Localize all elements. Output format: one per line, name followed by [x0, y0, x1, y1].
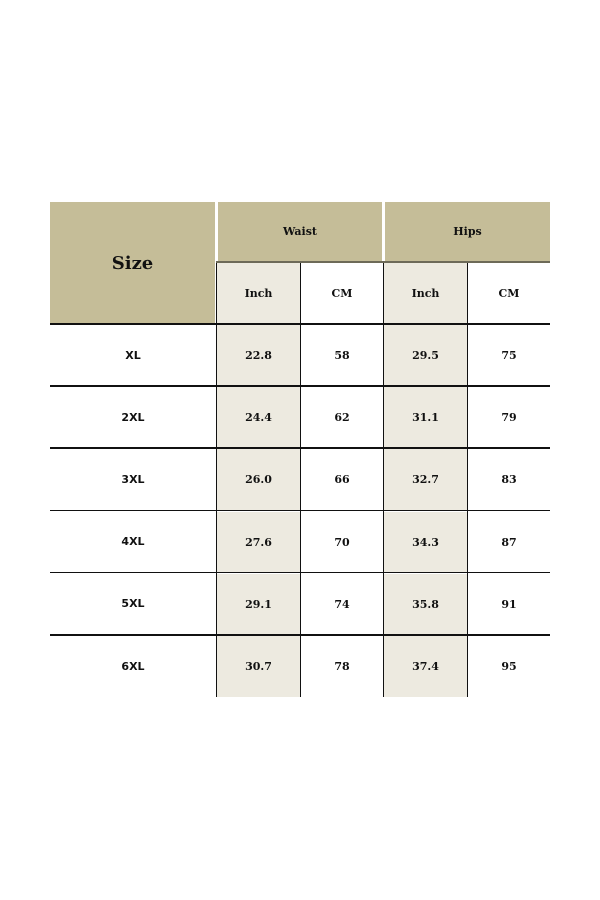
- table-cell: 74: [334, 597, 350, 611]
- column-divider: [382, 262, 384, 698]
- size-label: 2XL: [121, 410, 145, 424]
- unit-header-inch: Inch: [217, 263, 300, 324]
- table-cell: 22.8: [217, 325, 300, 387]
- size-label: XL: [125, 348, 141, 362]
- table-cell: 75: [501, 349, 517, 363]
- table-cell: 29.1: [217, 573, 300, 635]
- table-cell: 95: [501, 660, 517, 674]
- table-cell: 37.4: [384, 636, 467, 698]
- hips-header: Hips: [385, 202, 550, 261]
- column-divider: [466, 262, 468, 698]
- table-cell: 35.8: [384, 573, 467, 635]
- table-cell: 58: [334, 349, 350, 363]
- table-cell: 83: [501, 473, 517, 487]
- table-cell: 27.6: [217, 511, 300, 573]
- table-cell: 30.7: [217, 636, 300, 698]
- table-cell: 62: [334, 411, 350, 425]
- table-cell: 91: [501, 597, 517, 611]
- table-cell: 70: [334, 535, 350, 549]
- column-divider: [215, 262, 217, 698]
- column-divider: [299, 262, 301, 698]
- header-divider: [216, 261, 383, 263]
- unit-header-cm: CM: [498, 287, 520, 300]
- table-cell: 26.0: [217, 449, 300, 511]
- table-cell: 34.3: [384, 511, 467, 573]
- table-cell: 79: [501, 411, 517, 425]
- unit-header-cm: CM: [331, 287, 353, 300]
- header-divider: [383, 261, 550, 263]
- table-cell: 78: [334, 660, 350, 674]
- size-label: 5XL: [121, 597, 145, 611]
- table-cell: 31.1: [384, 387, 467, 449]
- size-label: 4XL: [121, 535, 145, 549]
- table-cell: 66: [334, 473, 350, 487]
- table-cell: 29.5: [384, 325, 467, 387]
- unit-header-inch: Inch: [384, 263, 467, 324]
- table-cell: 24.4: [217, 387, 300, 449]
- size-label: 6XL: [121, 659, 145, 673]
- table-cell: 87: [501, 535, 517, 549]
- waist-header: Waist: [218, 202, 382, 261]
- table-cell: 32.7: [384, 449, 467, 511]
- size-header: Size: [50, 202, 215, 324]
- size-label: 3XL: [121, 472, 145, 486]
